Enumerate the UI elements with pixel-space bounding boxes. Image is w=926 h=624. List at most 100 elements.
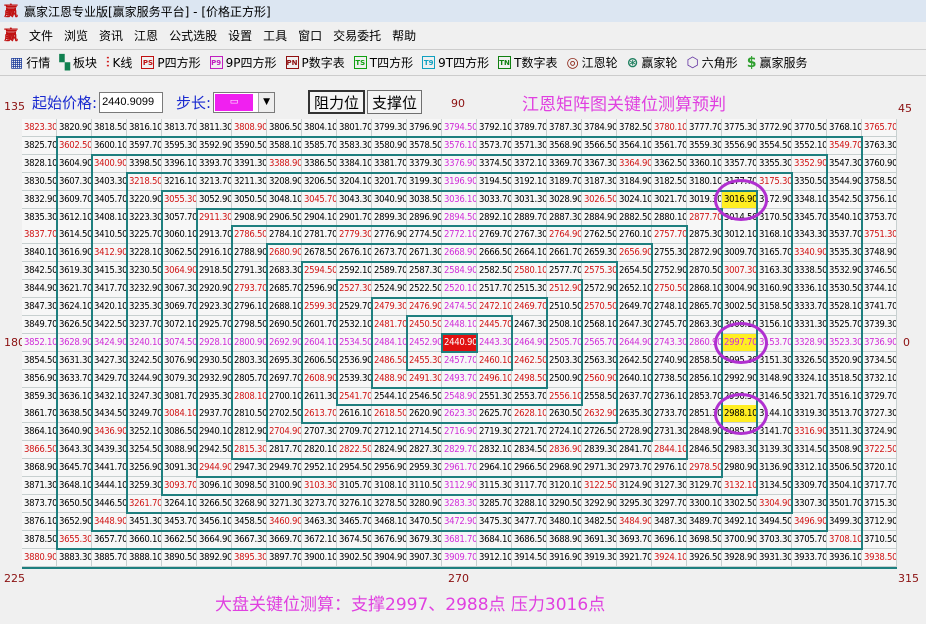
grid-cell[interactable]: 3842.50 bbox=[22, 262, 57, 281]
grid-cell[interactable]: 2452.90 bbox=[407, 333, 442, 352]
grid-cell[interactable]: 3055.30 bbox=[162, 190, 197, 209]
grid-cell[interactable]: 3902.50 bbox=[337, 548, 372, 567]
grid-cell[interactable]: 3828.10 bbox=[22, 154, 57, 173]
grid-cell[interactable]: 3434.50 bbox=[92, 405, 127, 424]
grid-cell[interactable]: 2474.50 bbox=[442, 298, 477, 316]
grid-cell[interactable]: 2844.10 bbox=[652, 441, 687, 460]
grid-cell[interactable]: 3369.70 bbox=[547, 154, 582, 173]
grid-cell[interactable]: 3472.90 bbox=[442, 512, 477, 531]
grid-cell[interactable]: 2534.50 bbox=[337, 333, 372, 352]
grid-cell[interactable]: 3938.50 bbox=[862, 548, 897, 567]
grid-cell[interactable]: 3060.10 bbox=[162, 226, 197, 245]
grid-cell[interactable]: 2704.90 bbox=[267, 423, 302, 442]
grid-cell[interactable]: 3624.10 bbox=[57, 298, 92, 316]
grid-cell[interactable]: 3669.70 bbox=[267, 530, 302, 549]
step-select[interactable]: ▭ ▼ bbox=[213, 91, 276, 113]
grid-cell[interactable]: 3854.50 bbox=[22, 351, 57, 370]
grid-cell[interactable]: 3535.30 bbox=[827, 244, 862, 263]
highlighted-cell[interactable]: 3016.90 bbox=[722, 190, 757, 209]
grid-cell[interactable]: 3744.10 bbox=[862, 280, 897, 299]
grid-cell[interactable]: 3847.30 bbox=[22, 298, 57, 316]
grid-cell[interactable]: 2889.70 bbox=[512, 208, 547, 227]
grid-cell[interactable]: 2887.30 bbox=[547, 208, 582, 227]
grid-cell[interactable]: 2716.90 bbox=[442, 423, 477, 442]
toolbar-button[interactable]: ⬡ 六角形 bbox=[686, 54, 737, 71]
support-button[interactable]: 支撑位 bbox=[367, 90, 423, 114]
grid-cell[interactable]: 3568.90 bbox=[547, 136, 582, 155]
grid-cell[interactable]: 3753.70 bbox=[862, 208, 897, 227]
grid-cell[interactable]: 2841.70 bbox=[617, 441, 652, 460]
grid-cell[interactable]: 3590.50 bbox=[232, 136, 267, 155]
grid-cell[interactable]: 3504.10 bbox=[827, 477, 862, 495]
grid-cell[interactable]: 3340.90 bbox=[792, 244, 827, 263]
grid-cell[interactable]: 2604.10 bbox=[302, 333, 337, 352]
grid-cell[interactable]: 3139.30 bbox=[757, 441, 792, 460]
grid-cell[interactable]: 3367.30 bbox=[582, 154, 617, 173]
grid-cell[interactable]: 3933.70 bbox=[792, 548, 827, 567]
grid-cell[interactable]: 3813.70 bbox=[162, 119, 197, 137]
grid-cell[interactable]: 2553.70 bbox=[512, 387, 547, 406]
grid-cell[interactable]: 2892.10 bbox=[477, 208, 512, 227]
grid-cell[interactable]: 2659.30 bbox=[582, 244, 617, 263]
grid-cell[interactable]: 3278.50 bbox=[372, 494, 407, 513]
grid-cell[interactable]: 3561.70 bbox=[652, 136, 687, 155]
grid-cell[interactable]: 3907.30 bbox=[407, 548, 442, 567]
grid-cell[interactable]: 3720.10 bbox=[862, 459, 897, 478]
grid-cell[interactable]: 2923.30 bbox=[197, 298, 232, 316]
grid-cell[interactable]: 2976.10 bbox=[652, 459, 687, 478]
grid-cell[interactable]: 2880.10 bbox=[652, 208, 687, 227]
grid-cell[interactable]: 3384.10 bbox=[337, 154, 372, 173]
grid-cell[interactable]: 2637.70 bbox=[617, 387, 652, 406]
grid-cell[interactable]: 2512.90 bbox=[547, 280, 582, 299]
grid-cell[interactable]: 3261.70 bbox=[127, 494, 162, 513]
grid-cell[interactable]: 2488.90 bbox=[372, 369, 407, 388]
grid-cell[interactable]: 3909.70 bbox=[442, 548, 477, 567]
grid-cell[interactable]: 3904.90 bbox=[372, 548, 407, 567]
grid-cell[interactable]: 3592.90 bbox=[197, 136, 232, 155]
grid-cell[interactable]: 3926.50 bbox=[687, 548, 722, 567]
grid-cell[interactable]: 3429.70 bbox=[92, 369, 127, 388]
grid-cell[interactable]: 3727.30 bbox=[862, 405, 897, 424]
grid-cell[interactable]: 2484.10 bbox=[372, 333, 407, 352]
grid-cell[interactable]: 2762.50 bbox=[582, 226, 617, 245]
grid-cell[interactable]: 3336.10 bbox=[792, 280, 827, 299]
grid-cell[interactable]: 3674.50 bbox=[337, 530, 372, 549]
grid-cell[interactable]: 3804.10 bbox=[302, 119, 337, 137]
grid-cell[interactable]: 3532.90 bbox=[827, 262, 862, 281]
grid-cell[interactable]: 3549.70 bbox=[827, 136, 862, 155]
grid-cell[interactable]: 3696.10 bbox=[652, 530, 687, 549]
grid-cell[interactable]: 2858.50 bbox=[687, 351, 722, 370]
grid-cell[interactable]: 3376.90 bbox=[442, 154, 477, 173]
grid-cell[interactable]: 2853.70 bbox=[687, 387, 722, 406]
grid-cell[interactable]: 3026.50 bbox=[582, 190, 617, 209]
grid-cell[interactable]: 3168.10 bbox=[757, 226, 792, 245]
grid-cell[interactable]: 3196.90 bbox=[442, 172, 477, 191]
grid-cell[interactable]: 3628.90 bbox=[57, 333, 92, 352]
grid-cell[interactable]: 3808.90 bbox=[232, 119, 267, 137]
grid-cell[interactable]: 2632.90 bbox=[582, 405, 617, 424]
grid-cell[interactable]: 3175.30 bbox=[757, 172, 792, 191]
grid-cell[interactable]: 3314.50 bbox=[792, 441, 827, 460]
grid-cell[interactable]: 3144.10 bbox=[757, 405, 792, 424]
grid-cell[interactable]: 3076.90 bbox=[162, 351, 197, 370]
grid-cell[interactable]: 2496.10 bbox=[477, 369, 512, 388]
grid-cell[interactable]: 2822.50 bbox=[337, 441, 372, 460]
chevron-down-icon[interactable]: ▼ bbox=[258, 92, 275, 112]
grid-cell[interactable]: 3028.90 bbox=[547, 190, 582, 209]
grid-cell[interactable]: 3393.70 bbox=[197, 154, 232, 173]
grid-cell[interactable]: 2808.10 bbox=[232, 387, 267, 406]
grid-cell[interactable]: 3388.90 bbox=[267, 154, 302, 173]
grid-cell[interactable]: 2594.50 bbox=[302, 262, 337, 281]
grid-cell[interactable]: 3194.50 bbox=[477, 172, 512, 191]
menu-item[interactable]: 窗口 bbox=[298, 28, 323, 43]
grid-cell[interactable]: 3825.70 bbox=[22, 136, 57, 155]
grid-cell[interactable]: 3883.30 bbox=[57, 548, 92, 567]
grid-cell[interactable]: 2712.10 bbox=[372, 423, 407, 442]
grid-cell[interactable]: 3650.50 bbox=[57, 494, 92, 513]
grid-cell[interactable]: 3849.70 bbox=[22, 315, 57, 334]
grid-cell[interactable]: 3578.50 bbox=[407, 136, 442, 155]
grid-cell[interactable]: 3487.30 bbox=[652, 512, 687, 531]
grid-cell[interactable]: 3676.90 bbox=[372, 530, 407, 549]
grid-cell[interactable]: 2644.90 bbox=[617, 333, 652, 352]
grid-cell[interactable]: 3645.70 bbox=[57, 459, 92, 478]
